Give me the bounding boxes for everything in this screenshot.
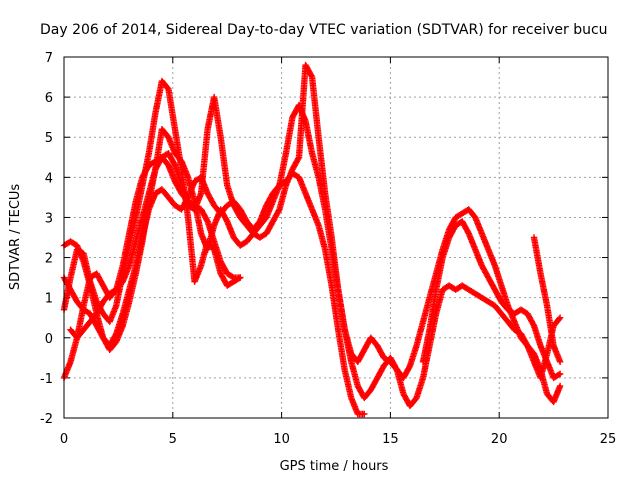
data-point	[171, 160, 178, 168]
y-tick-labels: -2 -1 0 1 2 3 4 5 6 7	[40, 51, 53, 427]
data-point	[308, 72, 315, 79]
y-tick-label: 5	[45, 131, 53, 146]
data-point	[203, 216, 211, 224]
y-tick-label: 2	[45, 252, 53, 267]
x-axis-label: GPS time / hours	[280, 459, 389, 474]
y-tick-label: 6	[45, 91, 53, 106]
y-tick-label: 3	[45, 211, 53, 226]
data-point	[556, 382, 564, 390]
y-tick-label: -1	[40, 372, 53, 387]
y-axis-label: SDTVAR / TECUs	[8, 184, 23, 291]
data-series	[419, 218, 564, 382]
data-point	[556, 358, 564, 366]
data-point	[555, 371, 563, 378]
x-tick-label: 10	[273, 432, 290, 447]
x-tick-label: 20	[491, 432, 508, 447]
data-point	[229, 273, 236, 281]
x-tick-label: 25	[600, 432, 617, 447]
data-point	[556, 314, 564, 321]
data-point	[406, 363, 413, 371]
data-points	[60, 61, 564, 418]
y-tick-label: 4	[45, 171, 53, 186]
chart-title: Day 206 of 2014, Sidereal Day-to-day VTE…	[40, 22, 608, 38]
data-point	[361, 410, 368, 418]
data-point	[237, 274, 244, 281]
y-tick-label: -2	[40, 412, 53, 427]
x-tick-label: 15	[382, 432, 399, 447]
data-series	[67, 154, 244, 341]
data-point	[556, 370, 564, 378]
x-tick-label: 5	[169, 432, 177, 447]
data-point	[275, 207, 282, 214]
plot-frame	[63, 56, 609, 419]
y-tick-label: 7	[45, 51, 53, 66]
data-series	[530, 234, 564, 366]
data-point	[530, 321, 537, 328]
x-tick-label: 0	[60, 432, 68, 447]
data-point	[555, 315, 563, 323]
x-tick-labels: 0 5 10 15 20 25	[60, 432, 616, 447]
data-point	[295, 155, 302, 162]
y-tick-label: 0	[45, 332, 53, 347]
data-series	[60, 101, 564, 406]
y-tick-label: 1	[45, 292, 53, 307]
